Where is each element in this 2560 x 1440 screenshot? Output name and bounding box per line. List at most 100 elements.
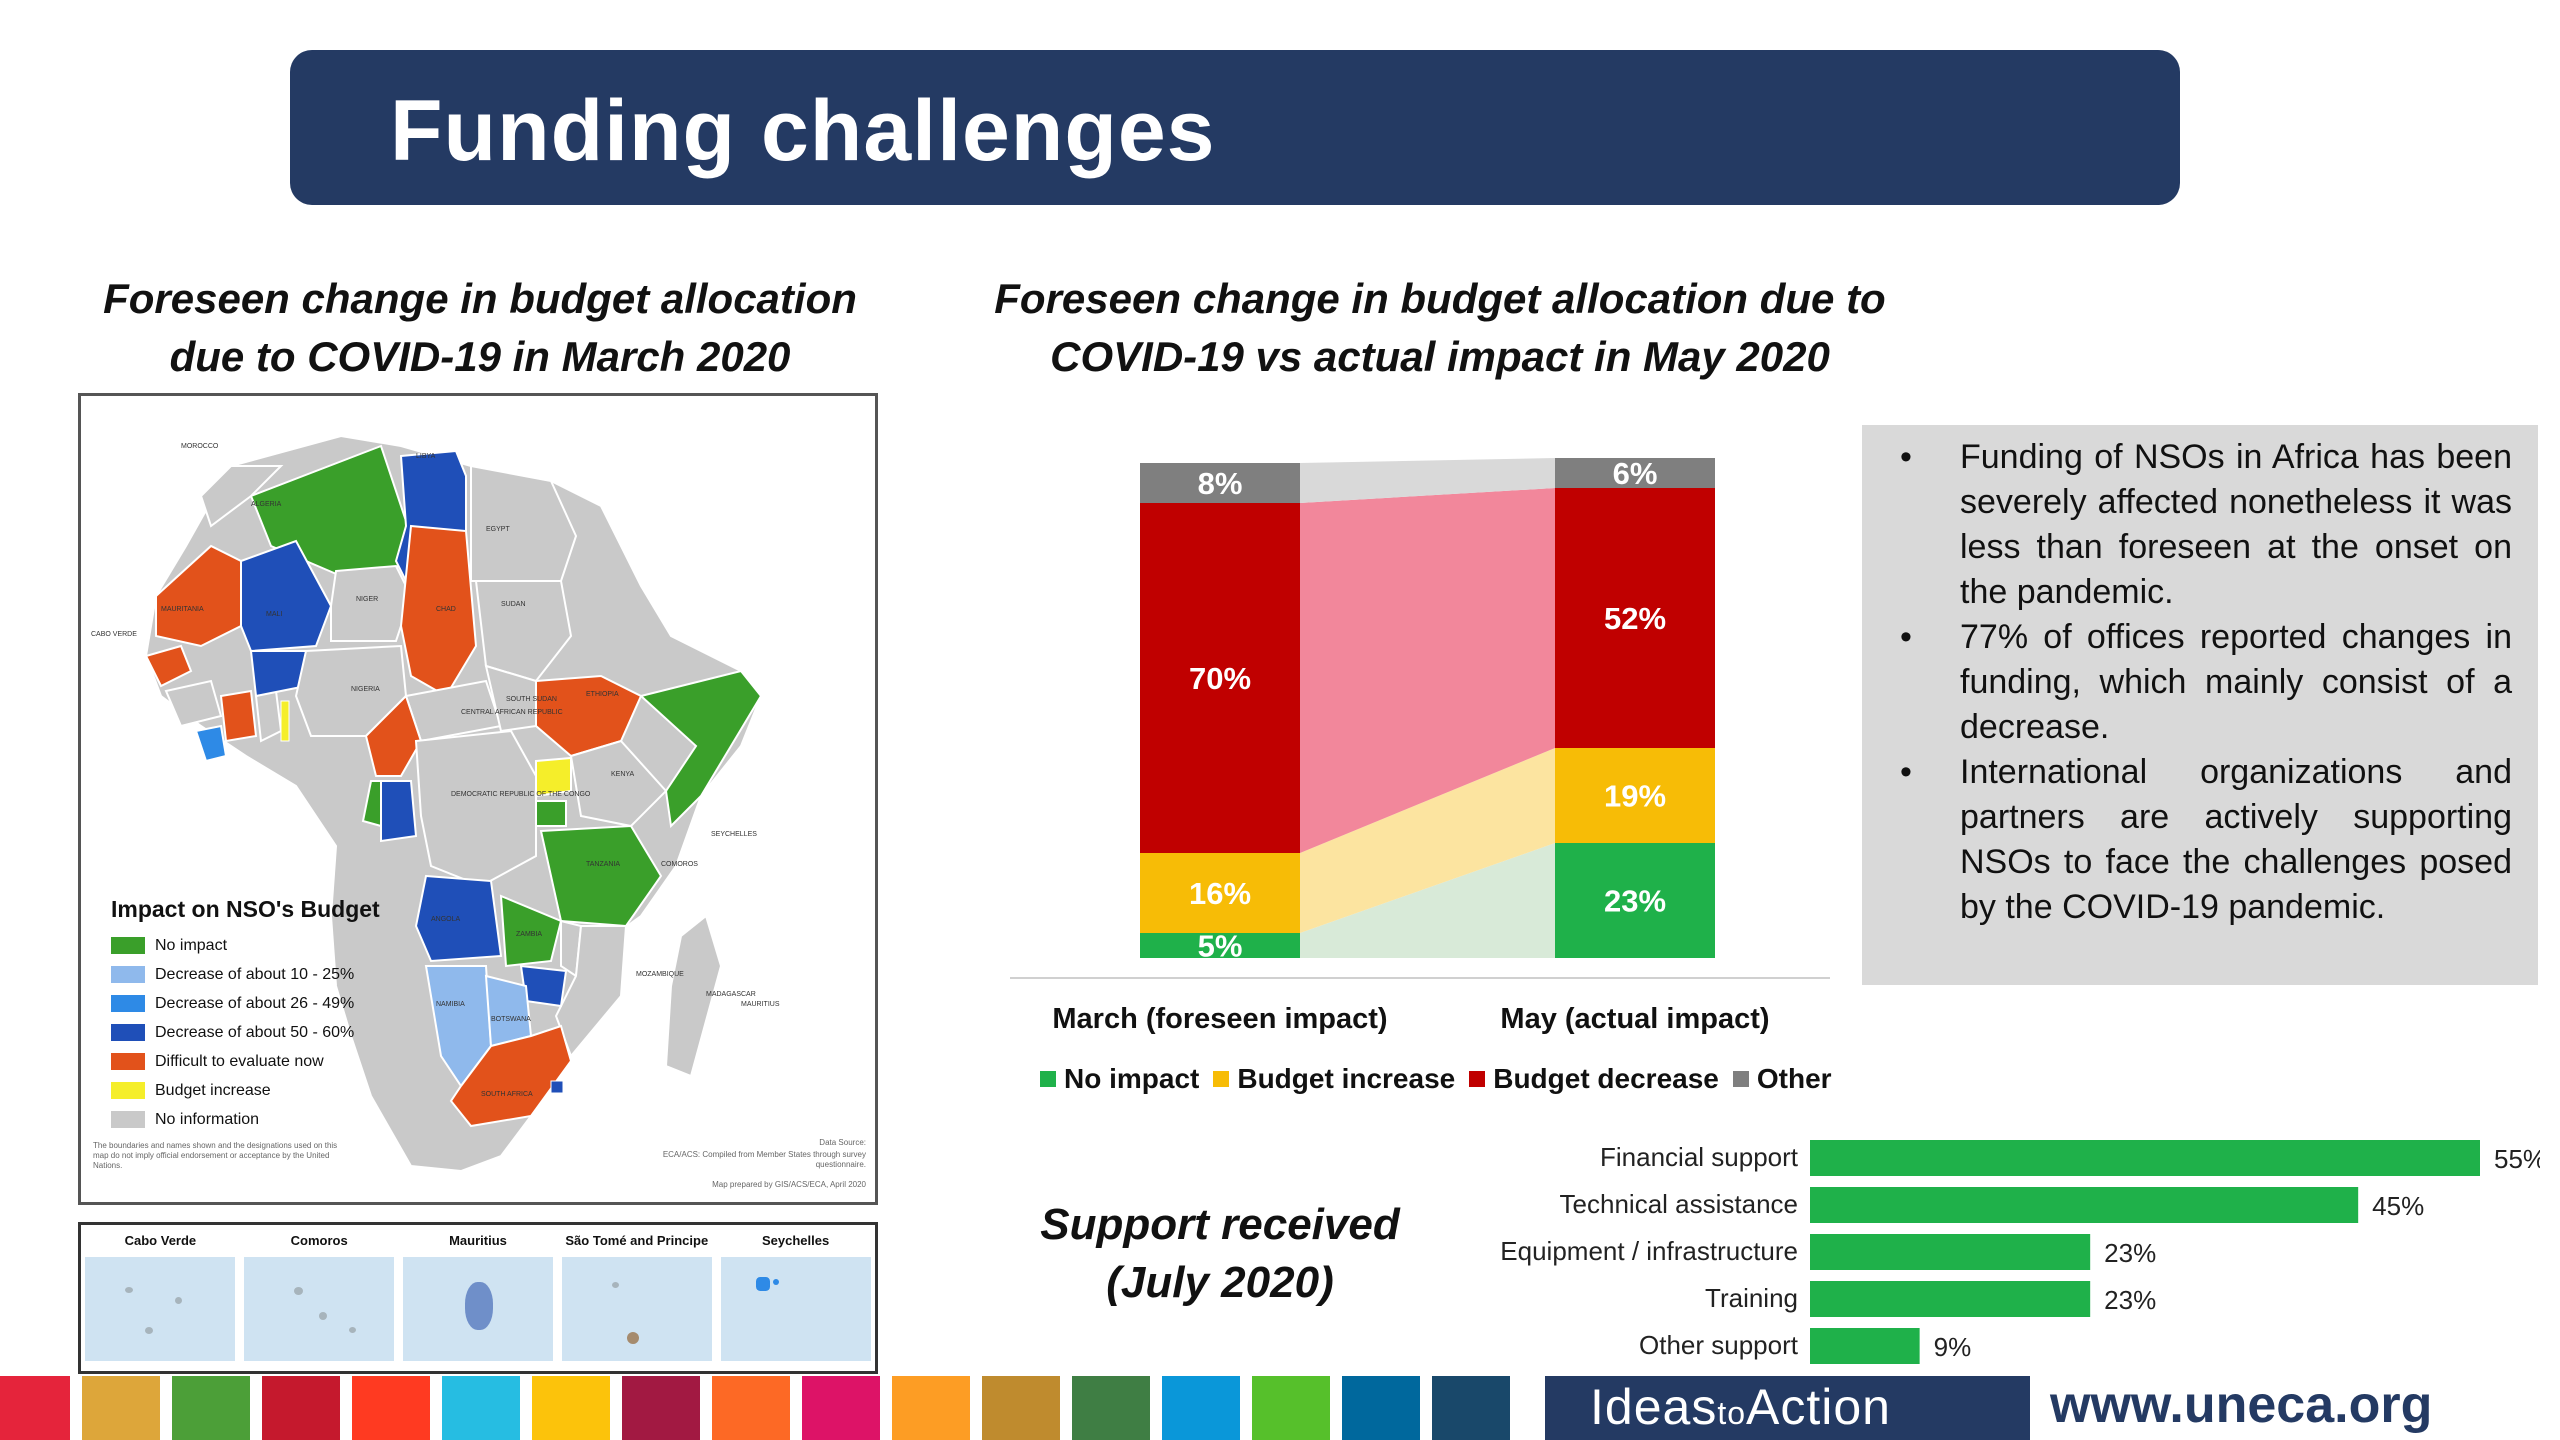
support-category-label: Training	[1705, 1283, 1798, 1313]
country-label: CENTRAL AFRICAN REPUBLIC	[461, 709, 563, 716]
connector-band	[1300, 458, 1555, 503]
data-label: 19%	[1604, 779, 1666, 814]
country-label: ALGERIA	[251, 501, 282, 508]
support-received-chart: Financial support 55% Technical assistance…	[1500, 1140, 2540, 1364]
legend-title: Impact on NSO's Budget	[111, 896, 380, 922]
country-label: SUDAN	[501, 601, 526, 608]
island-panel	[85, 1257, 236, 1361]
bar-segment	[1555, 843, 1715, 958]
sdg-square	[1432, 1376, 1510, 1440]
category-label: March (foreseen impact)	[1052, 1003, 1387, 1035]
island-name: Seychelles	[761, 1233, 830, 1248]
island-name: São Tomé and Principe	[565, 1233, 709, 1248]
togo-shape	[280, 700, 290, 742]
drc-shape	[414, 729, 537, 888]
legend-label: Decrease of about 26 - 49%	[155, 994, 355, 1012]
support-title: Support received (July 2020)	[1030, 1196, 1410, 1312]
finding-item: Funding of NSOs in Africa has been sever…	[1882, 435, 2512, 615]
senegal-shape	[144, 644, 193, 688]
country-label: DEMOCRATIC REPUBLIC OF THE CONGO	[451, 791, 591, 798]
support-bar	[1810, 1281, 2091, 1317]
legend-swatch-difficult	[111, 1053, 145, 1070]
legend-row: Decrease of about 50 - 60%	[111, 1018, 380, 1047]
legend-label: Difficult to evaluate now	[155, 1052, 324, 1070]
support-bar	[1810, 1140, 2480, 1176]
gabon-shape	[361, 780, 382, 828]
country-label: SEYCHELLES	[711, 831, 757, 838]
somalia-shape	[638, 669, 763, 829]
island-shape	[349, 1327, 357, 1333]
connector-band	[1300, 748, 1555, 933]
island-panel	[561, 1257, 712, 1361]
bar-segment	[1140, 853, 1300, 933]
support-category-label: Financial support	[1600, 1142, 1799, 1172]
island-panel	[244, 1257, 395, 1361]
map-source-label: Data Source:	[819, 1138, 866, 1147]
data-label: 23%	[1604, 884, 1666, 919]
bar-segment	[1140, 463, 1300, 503]
connector-band	[1300, 843, 1555, 958]
legend-swatch	[1213, 1071, 1230, 1087]
legend-row: Difficult to evaluate now	[111, 1047, 380, 1076]
island-shape	[464, 1282, 493, 1330]
country-label: ETHIOPIA	[586, 691, 619, 698]
island-shape	[772, 1279, 779, 1285]
support-title-line1: Support received	[1040, 1200, 1400, 1249]
legend-item: Other	[1732, 1063, 1832, 1095]
support-value-label: 23%	[2104, 1238, 2156, 1268]
country-label: BOTSWANA	[491, 1016, 531, 1023]
support-value-label: 45%	[2372, 1191, 2424, 1221]
brand-logo: IdeastoAction	[1590, 1378, 1891, 1436]
island-shape	[175, 1297, 183, 1304]
country-label: CABO VERDE	[91, 631, 137, 638]
country-label: ANGOLA	[431, 916, 461, 923]
angola-shape	[414, 874, 503, 963]
sdg-square	[712, 1376, 790, 1440]
island-shape	[319, 1312, 328, 1320]
data-label: 52%	[1604, 601, 1666, 636]
bar-segment	[1555, 458, 1715, 488]
support-category-label: Equipment / infrastructure	[1500, 1236, 1798, 1266]
country-label: MAURITIUS	[741, 1001, 780, 1008]
brand-to: to	[1717, 1395, 1747, 1431]
liberia-shape	[194, 724, 228, 763]
data-label: 5%	[1198, 929, 1243, 964]
website-url[interactable]: www.uneca.org	[2050, 1376, 2433, 1434]
bar-segment	[1140, 503, 1300, 853]
country-label: MADAGASCAR	[706, 991, 756, 998]
data-label: 8%	[1198, 466, 1243, 501]
guinea-shape	[164, 679, 223, 728]
south-sudan-shape	[484, 664, 537, 733]
sdg-square	[442, 1376, 520, 1440]
legend-label: Budget decrease	[1493, 1063, 1719, 1094]
island-panel	[720, 1257, 871, 1361]
finding-item: 77% of offices reported changes in fundi…	[1882, 615, 2512, 750]
sdg-square	[352, 1376, 430, 1440]
country-label: NIGERIA	[351, 686, 380, 693]
legend-row: Decrease of about 26 - 49%	[111, 989, 380, 1018]
island-name: Cabo Verde	[124, 1233, 197, 1248]
south-africa-shape	[449, 1024, 573, 1128]
connector-band	[1300, 488, 1555, 853]
country-label: MAURITANIA	[161, 606, 204, 613]
map-legend: Impact on NSO's Budget No impact Decreas…	[111, 896, 380, 1134]
island-inset: Cabo Verde	[81, 1225, 240, 1371]
title-bar: Funding challenges	[290, 50, 2180, 205]
mozambique-shape	[554, 925, 628, 1058]
key-findings-list: Funding of NSOs in Africa has been sever…	[1882, 435, 2512, 930]
legend-label: Other	[1756, 1063, 1832, 1094]
comparison-subtitle: Foreseen change in budget allocation due…	[994, 275, 1886, 380]
data-label: 16%	[1189, 876, 1251, 911]
sdg-color-strip	[0, 1376, 2560, 1440]
legend-label: Budget increase	[1237, 1063, 1456, 1094]
map-source: ECA/ACS: Compiled from Member States thr…	[662, 1150, 866, 1169]
sdg-square	[1162, 1376, 1240, 1440]
brand-panel: IdeastoAction	[1545, 1376, 2030, 1440]
key-findings-box: Funding of NSOs in Africa has been sever…	[1862, 425, 2538, 985]
bar-segment	[1140, 933, 1300, 958]
map-disclaimer: The boundaries and names shown and the d…	[93, 1141, 338, 1170]
island-inset: Comoros	[240, 1225, 399, 1371]
tanzania-shape	[539, 824, 663, 928]
island-inset: Mauritius	[399, 1225, 558, 1371]
support-category-label: Technical assistance	[1560, 1189, 1798, 1219]
